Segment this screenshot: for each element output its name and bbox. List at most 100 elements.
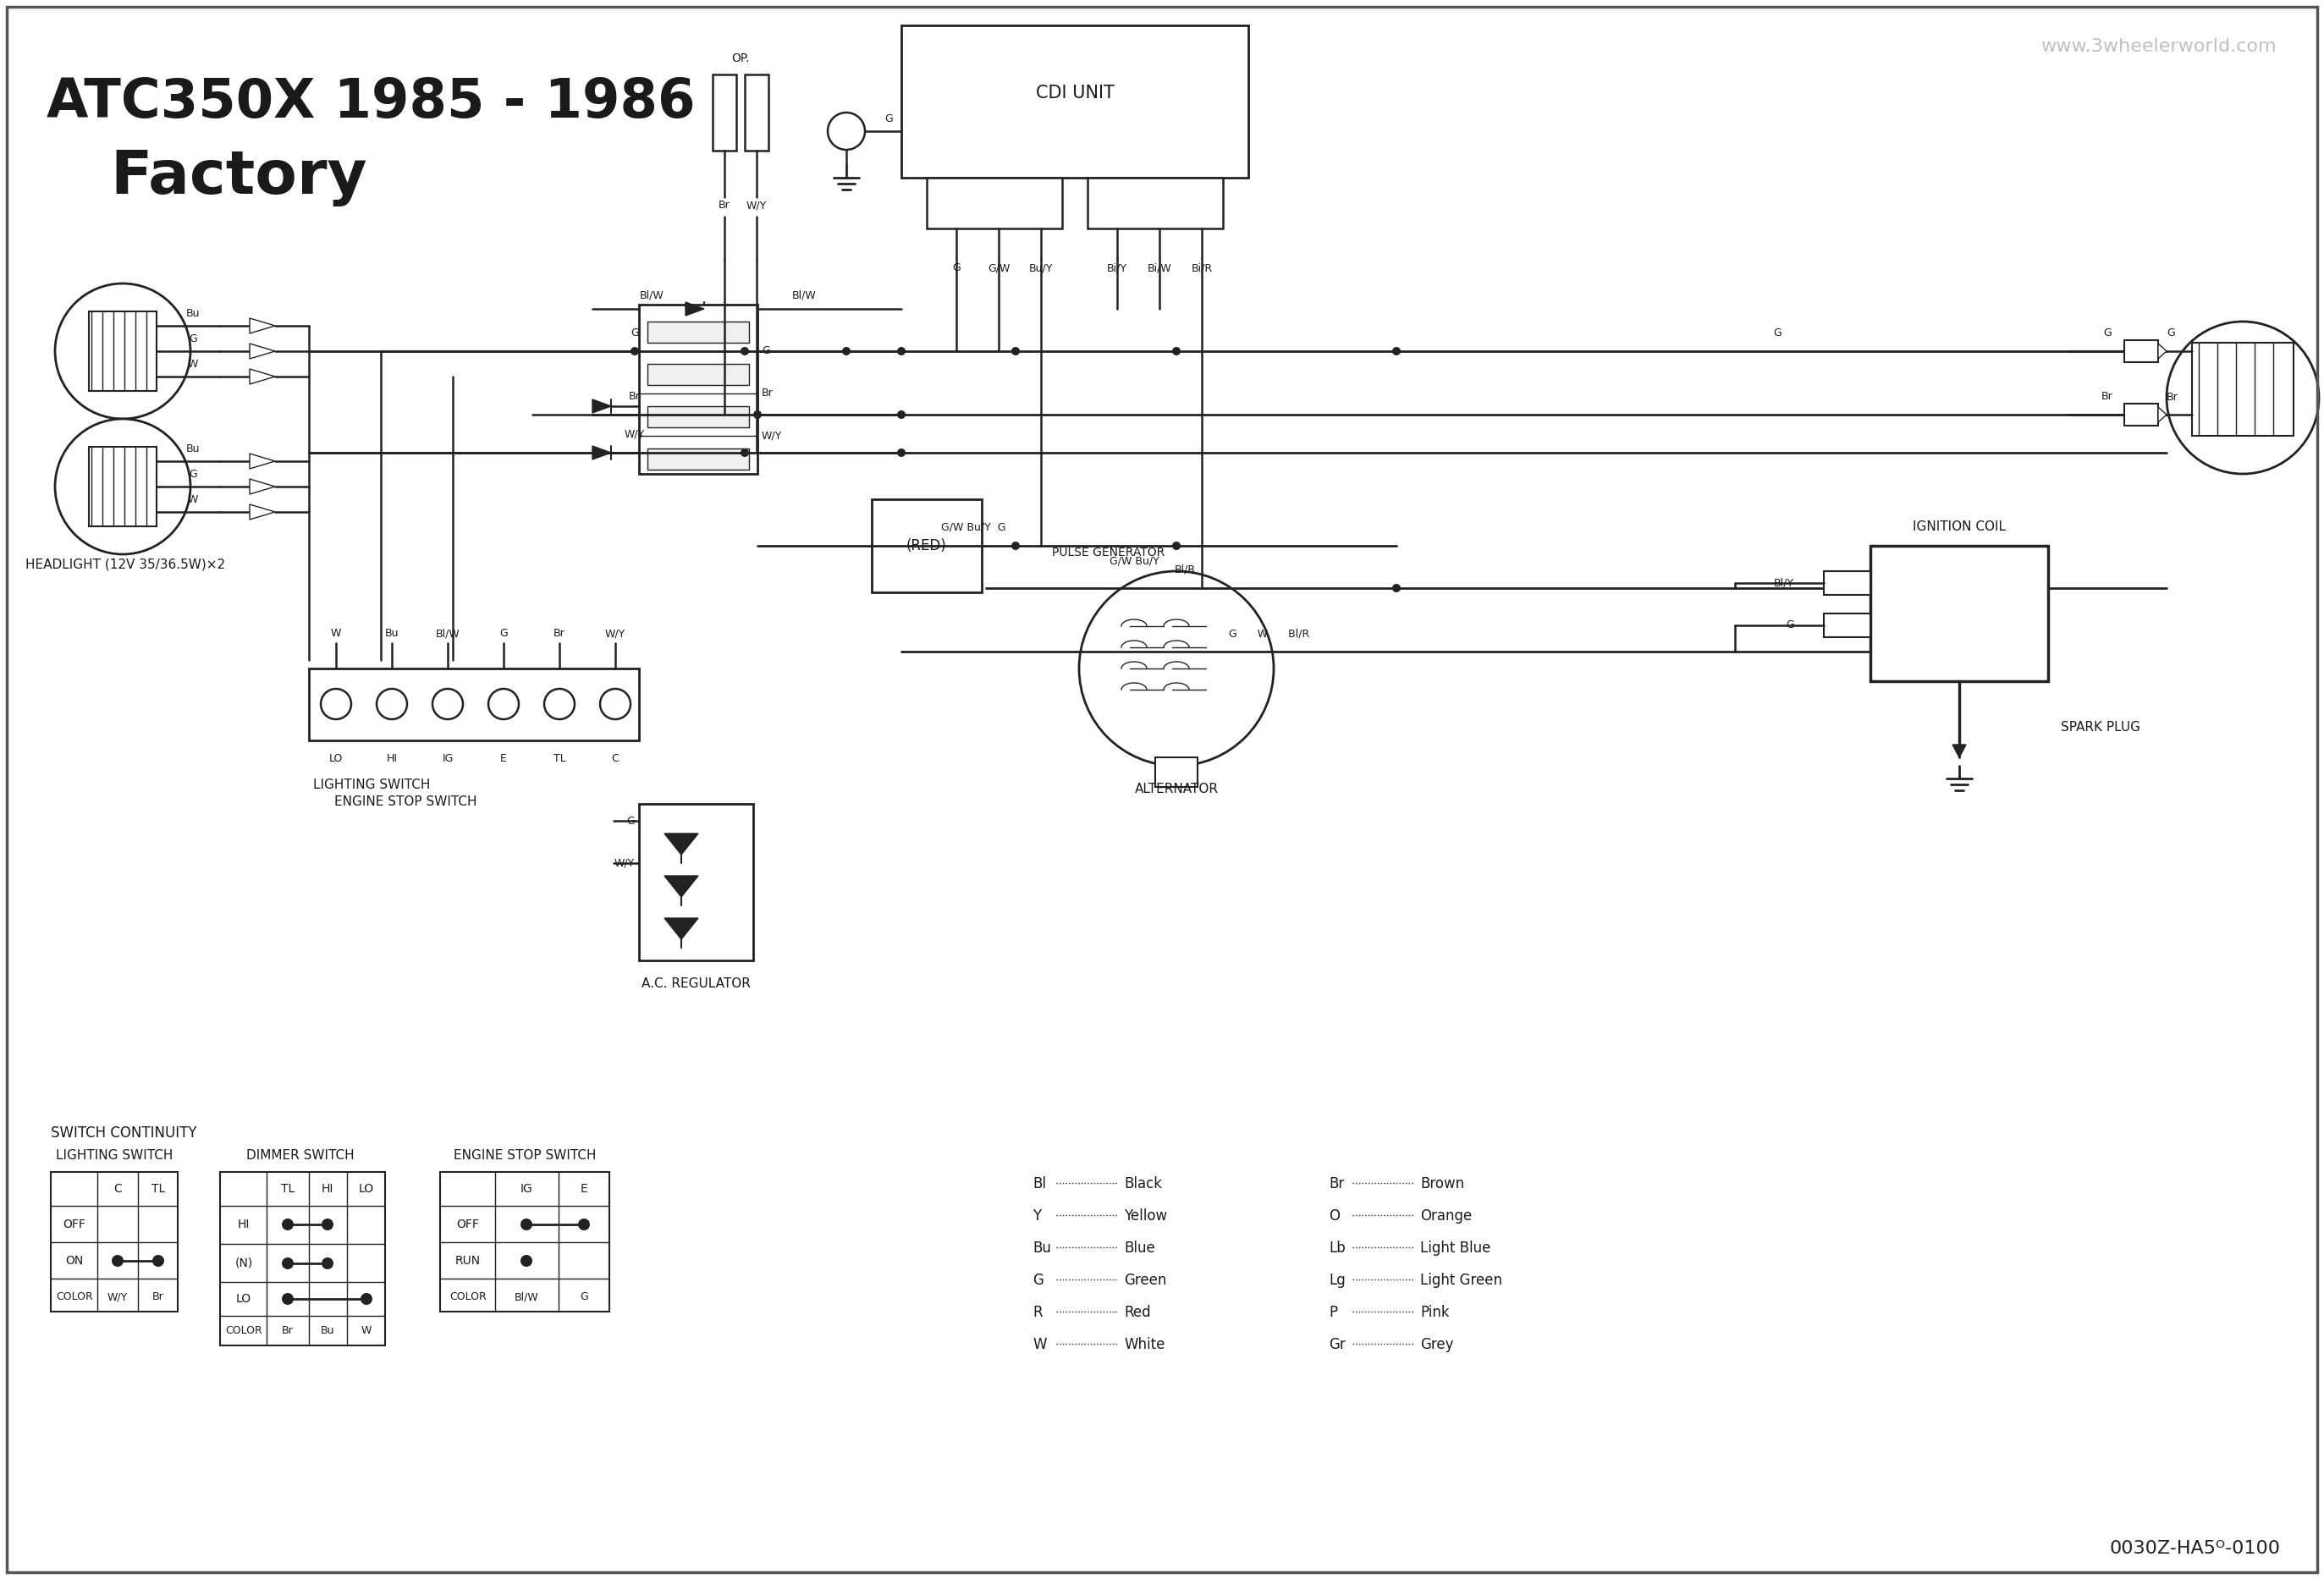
Text: G: G bbox=[630, 327, 639, 338]
Text: Bl/W: Bl/W bbox=[435, 628, 460, 639]
Circle shape bbox=[897, 347, 906, 355]
Text: W: W bbox=[360, 1325, 372, 1336]
Bar bbox=[1871, 546, 2047, 681]
Circle shape bbox=[2166, 322, 2319, 474]
Polygon shape bbox=[665, 876, 697, 897]
Text: CDI UNIT: CDI UNIT bbox=[1037, 85, 1113, 101]
Circle shape bbox=[281, 1257, 293, 1270]
Text: Br: Br bbox=[281, 1325, 293, 1336]
Text: Br: Br bbox=[718, 199, 730, 210]
Circle shape bbox=[376, 688, 407, 720]
Text: Bu: Bu bbox=[186, 308, 200, 319]
Circle shape bbox=[741, 448, 748, 456]
Circle shape bbox=[1011, 347, 1020, 355]
Circle shape bbox=[1392, 584, 1401, 592]
Text: Red: Red bbox=[1125, 1304, 1150, 1320]
Text: G: G bbox=[500, 628, 507, 639]
Text: RUN: RUN bbox=[456, 1255, 481, 1266]
Text: LIGHTING SWITCH: LIGHTING SWITCH bbox=[314, 778, 430, 791]
Text: Bl/R: Bl/R bbox=[1174, 564, 1195, 575]
Text: Blue: Blue bbox=[1125, 1241, 1155, 1255]
Text: Bu/Y: Bu/Y bbox=[1030, 262, 1053, 273]
Circle shape bbox=[753, 411, 762, 418]
Bar bbox=[221, 1172, 386, 1345]
Text: Light Green: Light Green bbox=[1420, 1273, 1501, 1288]
Text: Bu: Bu bbox=[186, 444, 200, 455]
Text: Lg: Lg bbox=[1329, 1273, 1346, 1288]
Text: G: G bbox=[188, 469, 198, 480]
Text: COLOR: COLOR bbox=[56, 1292, 93, 1303]
Bar bbox=[744, 74, 769, 150]
Bar bbox=[927, 178, 1062, 229]
Text: 0030Z-HA5ᴼ-0100: 0030Z-HA5ᴼ-0100 bbox=[2110, 1540, 2280, 1557]
Text: G: G bbox=[1785, 621, 1794, 632]
Text: W/Y: W/Y bbox=[107, 1292, 128, 1303]
Text: OP.: OP. bbox=[732, 52, 751, 65]
Text: TL: TL bbox=[553, 753, 565, 764]
Text: Bu: Bu bbox=[386, 628, 400, 639]
Text: Bu: Bu bbox=[1032, 1241, 1050, 1255]
Circle shape bbox=[630, 347, 639, 355]
Text: G: G bbox=[885, 114, 892, 125]
Text: IGNITION COIL: IGNITION COIL bbox=[1913, 521, 2006, 534]
Text: Black: Black bbox=[1125, 1176, 1162, 1192]
Bar bbox=[88, 311, 156, 392]
Text: ENGINE STOP SWITCH: ENGINE STOP SWITCH bbox=[453, 1150, 595, 1162]
Circle shape bbox=[544, 688, 574, 720]
Bar bbox=[88, 447, 156, 526]
Text: G/W Bu/Y  G: G/W Bu/Y G bbox=[941, 523, 1006, 534]
Text: LIGHTING SWITCH: LIGHTING SWITCH bbox=[56, 1150, 172, 1162]
Polygon shape bbox=[249, 344, 274, 358]
Circle shape bbox=[321, 1257, 332, 1270]
Circle shape bbox=[521, 1219, 532, 1230]
Circle shape bbox=[153, 1255, 165, 1266]
Bar bbox=[2124, 404, 2159, 426]
Bar bbox=[2124, 339, 2159, 362]
Text: PULSE GENERATOR: PULSE GENERATOR bbox=[1053, 546, 1164, 559]
Text: G: G bbox=[1032, 1273, 1043, 1288]
Polygon shape bbox=[249, 319, 274, 333]
Bar bbox=[648, 448, 748, 469]
Text: Bl/Y: Bl/Y bbox=[1773, 578, 1794, 589]
Circle shape bbox=[600, 688, 630, 720]
Text: LO: LO bbox=[330, 753, 344, 764]
Text: ON: ON bbox=[65, 1255, 84, 1266]
Text: G: G bbox=[2166, 327, 2175, 338]
Text: ALTERNATOR: ALTERNATOR bbox=[1134, 783, 1218, 796]
Circle shape bbox=[56, 284, 191, 418]
Text: C: C bbox=[611, 753, 618, 764]
Text: G: G bbox=[2103, 327, 2113, 338]
Text: G/W: G/W bbox=[988, 262, 1011, 273]
Circle shape bbox=[1078, 572, 1274, 766]
Circle shape bbox=[741, 448, 748, 456]
Text: IG: IG bbox=[521, 1183, 532, 1195]
Text: W: W bbox=[1032, 1337, 1046, 1352]
Polygon shape bbox=[1952, 745, 1966, 758]
Text: P: P bbox=[1329, 1304, 1336, 1320]
Circle shape bbox=[741, 347, 748, 355]
Circle shape bbox=[281, 1219, 293, 1230]
Circle shape bbox=[321, 1219, 332, 1230]
Circle shape bbox=[112, 1255, 123, 1266]
Bar bbox=[648, 406, 748, 428]
Text: Gr: Gr bbox=[1329, 1337, 1346, 1352]
Text: (RED): (RED) bbox=[906, 538, 946, 553]
Text: E: E bbox=[500, 753, 507, 764]
Polygon shape bbox=[665, 917, 697, 940]
Text: Pink: Pink bbox=[1420, 1304, 1450, 1320]
Bar bbox=[1088, 178, 1222, 229]
Bar bbox=[1155, 758, 1197, 786]
Text: OFF: OFF bbox=[456, 1219, 479, 1230]
Text: HEADLIGHT (12V 35/36.5W)×2: HEADLIGHT (12V 35/36.5W)×2 bbox=[26, 559, 225, 572]
Polygon shape bbox=[593, 399, 611, 414]
Text: G: G bbox=[627, 815, 634, 826]
Text: LO: LO bbox=[237, 1293, 251, 1304]
Circle shape bbox=[321, 688, 351, 720]
Bar bbox=[639, 305, 758, 474]
Text: OFF: OFF bbox=[63, 1219, 86, 1230]
Text: www.3wheelerworld.com: www.3wheelerworld.com bbox=[2040, 38, 2278, 55]
Polygon shape bbox=[249, 369, 274, 384]
Text: Light Blue: Light Blue bbox=[1420, 1241, 1490, 1255]
Circle shape bbox=[1392, 347, 1401, 355]
Text: E: E bbox=[581, 1183, 588, 1195]
